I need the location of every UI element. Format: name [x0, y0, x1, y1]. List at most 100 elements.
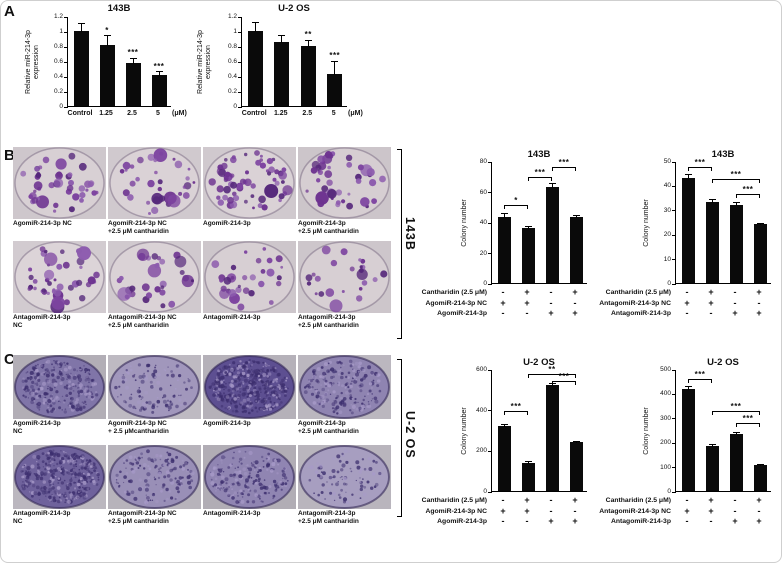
colony-plate-photo — [298, 241, 391, 313]
significance-stars: *** — [694, 157, 706, 167]
bar — [545, 186, 559, 283]
x-tick-label: 1.25 — [99, 110, 113, 117]
bar — [705, 445, 719, 491]
condition-sign: - — [685, 495, 689, 505]
panel-a-letter: A — [4, 3, 15, 20]
y-tick — [672, 467, 676, 469]
y-tick-label: 200 — [476, 447, 487, 455]
y-axis-label: Colony number — [460, 199, 468, 247]
y-tick-label: 0.4 — [227, 73, 237, 80]
colony-plate-photo — [13, 445, 106, 509]
error-bar — [687, 174, 689, 180]
bar — [497, 217, 511, 283]
condition-row-label: Cantharidin (2.5 μM) — [421, 497, 487, 504]
bar — [151, 74, 167, 106]
condition-sign: - — [685, 516, 689, 526]
condition-sign: + — [732, 308, 738, 318]
condition-sign: - — [733, 505, 737, 516]
condition-sign: + — [756, 287, 762, 297]
condition-sign: + — [572, 495, 578, 505]
plot-area: 0 200 400 600 *** *** ** — [476, 365, 587, 495]
y-tick — [672, 185, 676, 187]
y-tick — [488, 222, 492, 224]
y-tick-label: 0.2 — [227, 88, 237, 95]
y-tick — [672, 369, 676, 371]
error-bar — [503, 424, 505, 427]
significance-stars: *** — [127, 48, 139, 58]
error-bar-cap — [251, 21, 259, 23]
y-tick — [488, 410, 492, 412]
colony-plate-photo — [203, 147, 296, 219]
error-bar-cap — [129, 57, 137, 59]
bar — [99, 44, 115, 106]
y-tick — [672, 283, 676, 285]
condition-sign: + — [756, 308, 762, 318]
condition-row-label: AgomiR-214-3p NC — [425, 299, 487, 307]
panel-b-letter: B — [4, 147, 15, 164]
condition-row-label: AntagomiR-214-3p NC — [599, 507, 671, 515]
bar — [681, 388, 695, 491]
error-bar — [759, 223, 761, 226]
error-bar — [132, 58, 134, 64]
colony-plate-photo — [108, 355, 201, 419]
y-tick-label: 1.2 — [227, 13, 237, 20]
y-tick-label: 200 — [660, 439, 671, 447]
bar — [73, 31, 89, 106]
colony-plate-cell: AntagomiR-214-3p — [203, 241, 296, 330]
y-tick — [64, 91, 68, 93]
bar — [753, 465, 767, 491]
y-tick-label: 0 — [59, 103, 63, 110]
error-bar — [281, 35, 283, 44]
colony-plate-label: AntagomiR-214-3p NC — [13, 510, 71, 525]
y-tick-label: 0.6 — [53, 58, 63, 65]
error-bar — [503, 213, 505, 219]
y-tick — [488, 369, 492, 371]
y-tick — [672, 161, 676, 163]
y-tick-label: 80 — [479, 158, 487, 165]
y-tick — [488, 253, 492, 254]
bar — [521, 228, 535, 283]
bar-chart-mir214-expression-u2os: U-2 OS Relative miR-214-3p expression 0 0.2 0… — [193, 3, 369, 143]
error-bar-cap — [572, 440, 580, 442]
y-tick — [64, 46, 68, 48]
error-bar-cap — [756, 222, 764, 224]
condition-row-label: Cantharidin (2.5 μM) — [605, 497, 671, 504]
error-bar-cap — [708, 199, 716, 201]
bar — [569, 217, 583, 283]
significance-bracket — [504, 204, 528, 209]
condition-sign: - — [573, 297, 577, 308]
y-tick — [488, 283, 492, 285]
bar — [300, 46, 316, 106]
condition-sign: + — [500, 505, 506, 516]
colony-plate-cell: AgomiR-214-3p — [203, 355, 296, 436]
error-bar — [334, 61, 336, 75]
y-tick — [64, 76, 68, 78]
condition-sign: + — [708, 505, 714, 516]
y-tick — [238, 61, 242, 63]
bar — [729, 433, 743, 491]
condition-sign: - — [733, 287, 737, 297]
colony-plate-photo — [203, 355, 296, 419]
condition-row-label: AgomiR-214-3p — [437, 518, 487, 525]
colony-plate-photo — [203, 445, 296, 509]
significance-stars: *** — [153, 61, 165, 71]
condition-sign: - — [549, 505, 553, 516]
y-tick-label: 1 — [59, 28, 63, 35]
bar — [521, 462, 535, 491]
y-tick-label: 20 — [663, 231, 671, 239]
condition-sign: - — [501, 516, 505, 526]
error-bar — [254, 22, 256, 32]
y-tick — [238, 106, 242, 108]
y-tick — [488, 491, 492, 493]
significance-bracket — [736, 422, 760, 427]
significance-bracket — [688, 166, 712, 171]
y-tick-label: 40 — [663, 182, 671, 190]
y-tick-label: 300 — [660, 414, 671, 422]
condition-sign: - — [757, 505, 761, 516]
error-bar-cap — [304, 39, 312, 41]
condition-sign: - — [549, 287, 553, 297]
colony-plate-cell: AntagomiR-214-3p NC +2.5 μM cantharidin — [108, 241, 201, 330]
plot-area: 0 0.2 0.4 0.6 0.8 1 1.2 * *** *** — [54, 13, 171, 110]
colony-plate-label: AgomiR-214-3p NC + 2.5 μMcantharidin — [108, 420, 169, 435]
condition-sign: - — [685, 308, 689, 318]
